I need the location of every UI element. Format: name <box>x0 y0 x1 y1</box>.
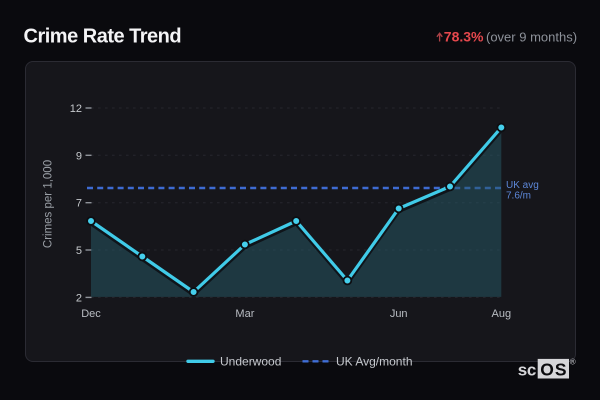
svg-text:(over 9 months): (over 9 months) <box>486 29 577 44</box>
svg-text:78.3%: 78.3% <box>444 28 484 44</box>
svg-text:7.6/m: 7.6/m <box>506 191 531 202</box>
svg-text:Aug: Aug <box>492 308 512 320</box>
svg-text:®: ® <box>570 358 576 367</box>
svg-text:9: 9 <box>76 150 82 162</box>
svg-text:OS: OS <box>540 360 568 380</box>
svg-text:Crime Rate Trend: Crime Rate Trend <box>24 26 182 48</box>
svg-text:Crimes per 1,000: Crimes per 1,000 <box>43 160 55 248</box>
svg-text:7: 7 <box>76 198 82 210</box>
svg-text:UK Avg/month: UK Avg/month <box>336 355 413 369</box>
svg-text:Underwood: Underwood <box>220 355 281 369</box>
svg-text:12: 12 <box>70 103 82 115</box>
svg-text:Dec: Dec <box>81 308 101 320</box>
svg-text:Mar: Mar <box>235 308 254 320</box>
svg-text:2: 2 <box>76 292 82 304</box>
svg-text:UK avg: UK avg <box>506 180 539 191</box>
svg-text:Jun: Jun <box>390 308 408 320</box>
svg-text:5: 5 <box>76 245 82 257</box>
svg-text:sc: sc <box>518 361 536 380</box>
